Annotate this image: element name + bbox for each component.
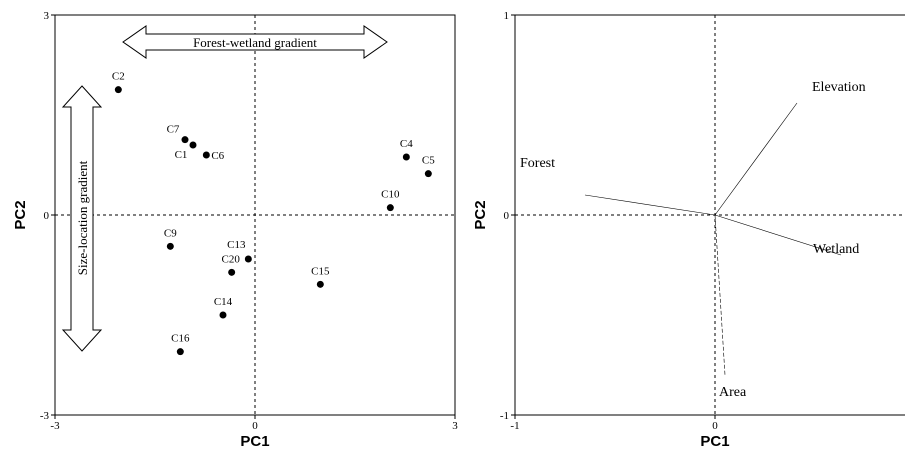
loading-vector-area xyxy=(714,214,726,376)
score-point-label-c5: C5 xyxy=(422,155,435,167)
score-x-tick-label: 3 xyxy=(452,420,458,432)
score-point-c6 xyxy=(202,151,210,159)
loading-plot-reference-lines xyxy=(515,15,905,415)
loading-plot-ticks: -1 0 1 0 -1 xyxy=(500,10,718,432)
score-point-label-c13: C13 xyxy=(227,239,246,251)
loading-vector-label-elevation: Elevation xyxy=(812,80,866,95)
score-point-label-c16: C16 xyxy=(171,333,190,345)
loading-plot-panel: -1 0 1 0 -1 Elevation Forest Wetland Area PC1 P… xyxy=(472,10,905,450)
loading-y-tick-label: 0 xyxy=(504,210,510,222)
score-point-label-c4: C4 xyxy=(400,138,413,150)
score-y-tick-label: 3 xyxy=(44,10,50,22)
score-point-c14 xyxy=(219,311,227,319)
forest-wetland-gradient-label: Forest-wetland gradient xyxy=(193,35,317,50)
loading-plot-y-axis-label: PC2 xyxy=(472,200,489,229)
score-plot-y-axis-label: PC2 xyxy=(12,200,29,229)
score-point-c7 xyxy=(181,136,189,144)
loading-vector-elevation xyxy=(714,102,798,216)
score-plot-panel: -3 0 3 3 0 -3 Forest-wetland gradient Size-lo… xyxy=(12,10,458,450)
score-point-label-c6: C6 xyxy=(211,150,224,162)
score-point-label-c20: C20 xyxy=(221,253,240,265)
score-point-c15 xyxy=(316,280,324,288)
score-point-c1 xyxy=(189,141,197,149)
score-point-c20 xyxy=(228,268,236,276)
forest-wetland-double-arrow xyxy=(122,25,388,59)
score-x-tick-label: 0 xyxy=(252,420,258,432)
loading-vector-label-wetland: Wetland xyxy=(813,242,859,257)
loading-vector-label-area: Area xyxy=(719,385,747,400)
score-point-c5 xyxy=(424,170,432,178)
size-location-gradient-label: Size-location gradient xyxy=(75,160,90,275)
score-x-tick-label: -3 xyxy=(50,420,60,432)
loading-y-tick-label: -1 xyxy=(500,410,509,422)
score-points: C2 C7 C1 C6 C4 C5 C10 C9 C13 C20 C15 C14 C16 xyxy=(112,71,435,356)
loading-vector-label-forest: Forest xyxy=(520,156,555,171)
score-point-c2 xyxy=(114,86,122,94)
score-point-label-c14: C14 xyxy=(214,296,233,308)
score-point-label-c10: C10 xyxy=(381,189,400,201)
size-location-double-arrow xyxy=(61,85,103,352)
loading-vectors: Elevation Forest Wetland Area xyxy=(520,80,866,400)
score-point-label-c9: C9 xyxy=(164,227,177,239)
score-point-c16 xyxy=(176,348,184,356)
loading-plot-x-axis-label: PC1 xyxy=(700,433,729,450)
score-y-tick-label: -3 xyxy=(40,410,50,422)
loading-x-tick-label: -1 xyxy=(510,420,519,432)
score-point-c4 xyxy=(402,153,410,161)
score-y-tick-label: 0 xyxy=(44,210,50,222)
loading-vector-wetland xyxy=(714,214,842,256)
score-plot-x-axis-label: PC1 xyxy=(240,433,269,450)
score-point-label-c15: C15 xyxy=(311,265,330,277)
score-plot-reference-lines xyxy=(55,15,455,415)
loading-x-tick-label: 0 xyxy=(712,420,718,432)
gradient-annotations: Forest-wetland gradient Size-location gr… xyxy=(61,25,388,352)
score-point-c13 xyxy=(244,255,252,263)
loading-vector-forest xyxy=(584,194,716,216)
score-point-label-c2: C2 xyxy=(112,71,125,83)
score-point-c9 xyxy=(166,242,174,250)
loading-y-tick-label: 1 xyxy=(504,10,510,22)
score-point-label-c7: C7 xyxy=(167,124,180,136)
score-plot-ticks: -3 0 3 3 0 -3 xyxy=(40,10,458,432)
score-point-label-c1: C1 xyxy=(175,149,188,161)
score-point-c10 xyxy=(386,204,394,212)
